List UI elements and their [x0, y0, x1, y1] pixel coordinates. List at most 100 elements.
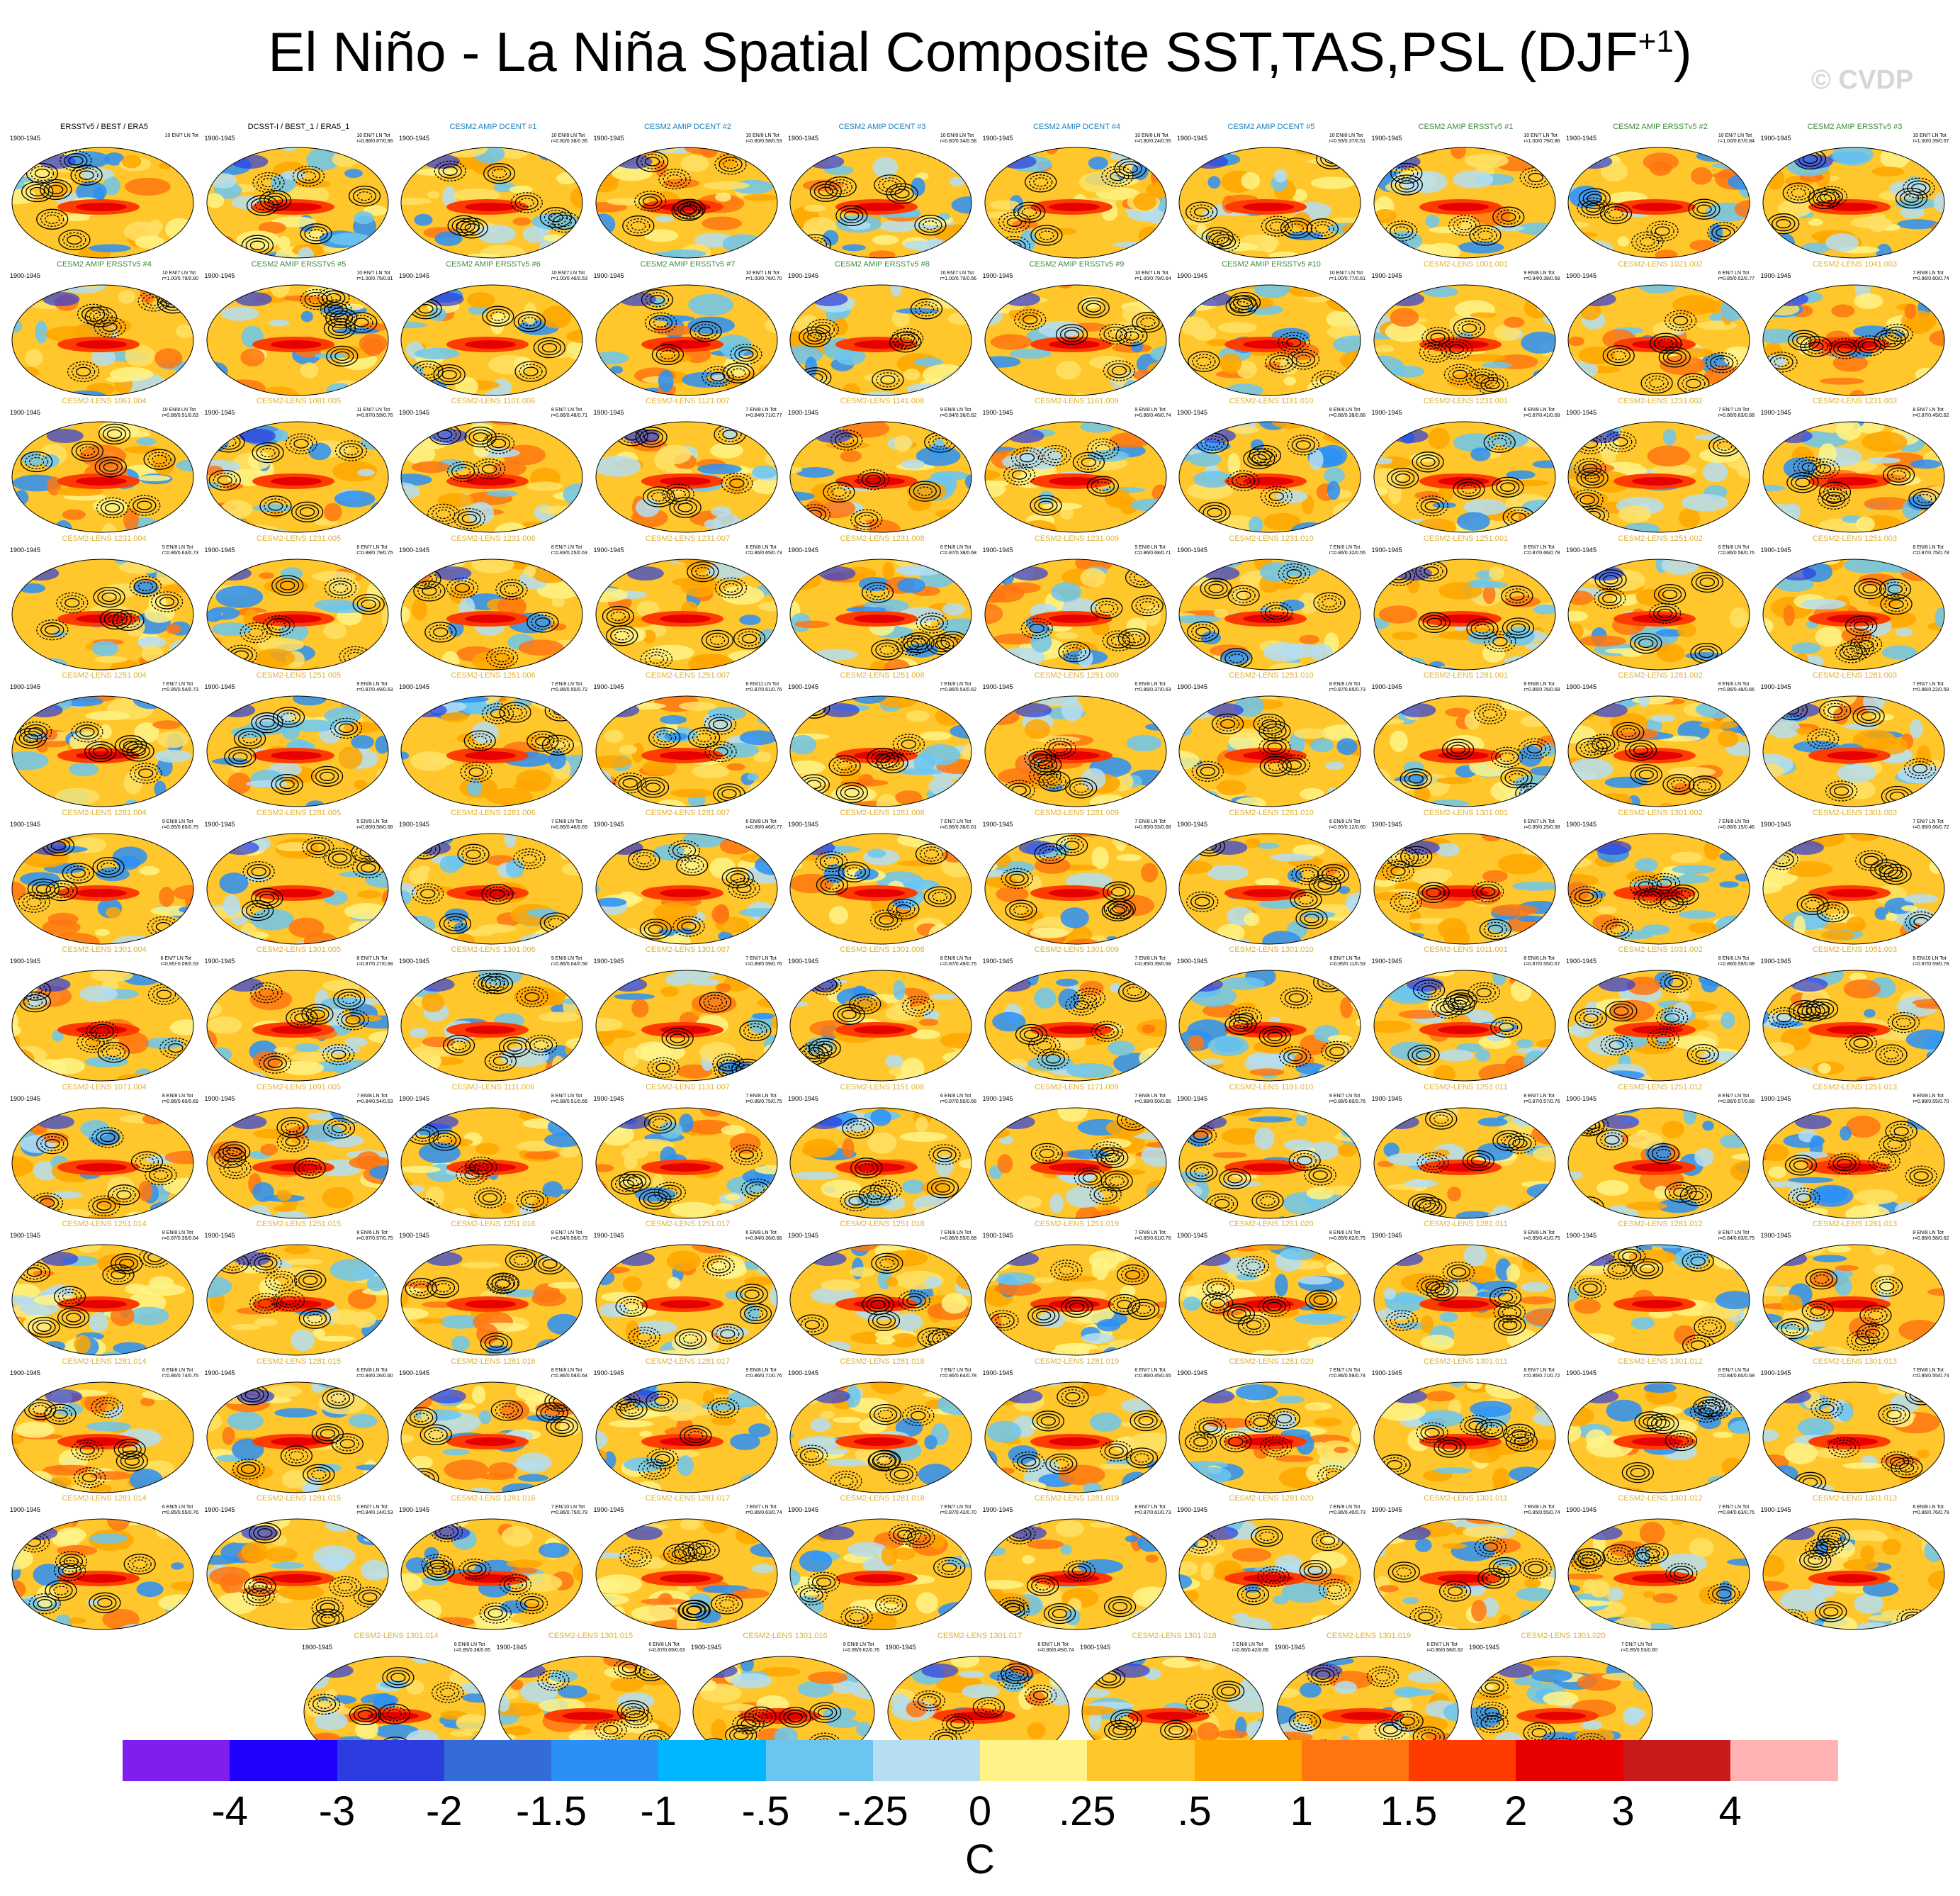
colorbar-swatch	[872, 1740, 981, 1781]
composite-map-panel: CESM2-LENS 1301.003 1900-1945 7 EN/7 LN To…	[1759, 809, 1951, 947]
composite-map	[595, 147, 777, 259]
panel-period: 1900-1945	[1760, 820, 1791, 828]
panel-stats-line: 8 EN/8 LN Tot	[551, 1367, 582, 1373]
panel-stats-line: r=0.85/-0.09/0.53	[160, 962, 198, 967]
composite-map-panel: CESM2-LENS 1281.018 1900-1945 7 EN/7 LN To…	[787, 1494, 978, 1632]
panel-period: 1900-1945	[1371, 546, 1402, 554]
panel-stats-line: 10 EN/7 LN Tot	[940, 270, 974, 276]
panel-period: 1900-1945	[10, 1369, 41, 1376]
panel-stats: 8 EN/7 LN Tot r=0.87/0.45/0.62	[1913, 408, 1949, 419]
composite-map-panel: CESM2-LENS 1281.020 1900-1945 7 EN/8 LN To…	[1176, 1494, 1367, 1632]
panel-stats: 8 EN/7 LN Tot r=0.86/0.49/0.74	[1037, 1642, 1074, 1654]
panel-title: CESM2-LENS 1281.016	[451, 1494, 536, 1503]
panel-stats-line: 8 EN/8 LN Tot	[1913, 1230, 1944, 1235]
panel-title: CESM2-LENS 1301.007	[645, 946, 731, 954]
panel-title: CESM2 AMIP ERSSTv5 #6	[446, 259, 541, 269]
panel-title: CESM2-LENS 1061.004	[62, 397, 147, 405]
panel-stats-line: r=1.00/0.79/0.64	[1134, 276, 1171, 281]
composite-map-panel: CESM2-LENS 1281.001 1900-1945 8 EN/8 LN To…	[1370, 671, 1562, 809]
panel-stats-line: r=0.86/0.55/0.68	[940, 1236, 976, 1241]
panel-stats-line: r=1.00/0.67/0.84	[1718, 139, 1755, 144]
panel-stats-line: 9 EN/8 LN Tot	[745, 1367, 777, 1373]
composite-map	[984, 284, 1166, 396]
composite-map-panel: CESM2-LENS 1301.007 1900-1945 7 EN/7 LN To…	[592, 946, 784, 1084]
composite-map	[984, 559, 1166, 670]
composite-map	[206, 1518, 388, 1630]
colorbar-unit: C	[965, 1836, 995, 1883]
panel-period: 1900-1945	[1080, 1643, 1111, 1651]
panel-period: 1900-1945	[204, 1506, 235, 1513]
colorbar-swatch	[230, 1740, 337, 1781]
panel-stats-line: r=0.93/0.37/0.51	[1329, 139, 1365, 144]
colorbar-swatch	[765, 1740, 874, 1781]
panel-stats: 7 EN/8 LN Tot r=0.86/0.40/0.73	[1329, 1505, 1365, 1516]
panel-period: 1900-1945	[10, 683, 41, 690]
panel-stats-line: r=0.86/0.45/0.65	[1134, 1373, 1171, 1379]
panel-stats: 10 EN/7 LN Tot r=0.88/0.87/0.86	[356, 133, 393, 145]
panel-stats: 6 EN/8 LN Tot r=0.85/0.38/0.65	[454, 1642, 490, 1654]
panel-period: 1900-1945	[1371, 958, 1402, 965]
composite-map	[595, 833, 777, 944]
panel-stats-line: r=0.80/0.34/0.58	[940, 139, 976, 144]
panel-stats: 9 EN/8 LN Tot r=0.84/0.36/0.62	[940, 408, 976, 419]
composite-map-panel: CESM2-LENS 1301.004 1900-1945 6 EN/7 LN To…	[9, 946, 200, 1084]
panel-period: 1900-1945	[10, 820, 41, 828]
panel-stats: 7 EN/8 LN Tot r=0.86/0.75/0.75	[745, 1094, 782, 1105]
panel-period: 1900-1945	[204, 820, 235, 828]
composite-map-panel: CESM2-LENS 1281.002 1900-1945 8 EN/6 LN To…	[1565, 671, 1756, 809]
composite-map-panel: CESM2-LENS 1251.017 1900-1945 6 EN/8 LN To…	[592, 1220, 784, 1358]
colorbar-swatch	[551, 1740, 659, 1781]
panel-title: CESM2-LENS 1101.006	[451, 397, 536, 405]
colorbar-swatch	[444, 1740, 552, 1781]
composite-map-panel: CESM2-LENS 1251.018 1900-1945 7 EN/8 LN To…	[787, 1220, 978, 1358]
panel-title: CESM2-LENS 1231.002	[1618, 397, 1703, 405]
composite-map	[1567, 147, 1750, 259]
composite-map-panel: CESM2-LENS 1281.019 1900-1945 6 EN/7 LN To…	[981, 1357, 1173, 1496]
composite-map-panel: CESM2-LENS 1251.007 1900-1945 8 EN/11 LN T…	[592, 671, 784, 809]
panel-stats: 6 EN/8 LN Tot r=0.86/0.56/0.76	[1718, 545, 1755, 556]
panel-stats-line: 6 EN/8 LN Tot	[1913, 1505, 1944, 1510]
panel-stats-line: r=0.86/0.40/0.73	[1329, 1510, 1365, 1515]
panel-stats-line: r=0.86/0.60/0.74	[1913, 276, 1949, 281]
panel-title: CESM2-LENS 1301.006	[451, 946, 536, 954]
composite-map-panel: CESM2-LENS 1281.003 1900-1945 7 EN/7 LN To…	[1759, 671, 1951, 809]
panel-stats-line: r=0.86/0.54/0.62	[940, 688, 976, 692]
panel-stats-line: r=0.85/0.62/0.75	[1329, 1236, 1365, 1241]
composite-map-panel: CESM2-LENS 1041.003 1900-1945 7 EN/8 LN To…	[1759, 260, 1951, 398]
panel-stats: 11 EN/7 LN Tot r=0.87/0.59/0.76	[356, 408, 393, 419]
panel-period: 1900-1945	[593, 1369, 624, 1376]
panel-stats: 6 EN/8 LN Tot r=0.87/0.50/0.66	[940, 1094, 976, 1105]
panel-stats-line: r=1.00/0.77/0.61	[1329, 276, 1365, 281]
panel-stats: 8 EN/7 LN Tot r=0.87/0.27/0.68	[356, 956, 393, 967]
panel-stats: 10 EN/7 LN Tot r=1.00/0.79/0.86	[1523, 133, 1560, 145]
composite-map	[1567, 695, 1750, 807]
panel-period: 1900-1945	[10, 1232, 41, 1239]
composite-map	[11, 1244, 194, 1356]
panel-title: CESM2-LENS 1281.013	[1812, 1220, 1898, 1228]
panel-stats: 10 EN/7 LN Tot r=1.00/0.46/0.53	[551, 271, 587, 282]
panel-stats: 6 EN/7 LN Tot r=0.85/-0.09/0.53	[160, 956, 198, 967]
panel-stats-line: r=0.85/0.55/0.74	[1523, 1510, 1560, 1515]
composite-map-panel: CESM2-LENS 1231.009 1900-1945 9 EN/8 LN To…	[981, 534, 1173, 673]
panel-stats: 8 EN/6 LN Tot r=0.85/0.62/0.75	[1329, 1230, 1365, 1242]
composite-map-panel: CESM2-LENS 1071.004 1900-1945 8 EN/8 LN To…	[9, 1083, 200, 1221]
panel-title: CESM2-LENS 1081.005	[256, 397, 342, 405]
panel-stats: 7 EN/10 LN Tot r=0.86/0.75/0.79	[551, 1505, 587, 1516]
panel-title: CESM2-LENS 1301.009	[1034, 946, 1120, 954]
panel-title: CESM2-LENS 1231.008	[840, 534, 925, 543]
panel-title: CESM2-LENS 1251.013	[1812, 1082, 1898, 1092]
colorbar-swatch	[1730, 1740, 1838, 1781]
composite-map-panel: CESM2 AMIP ERSSTv5 #5 1900-1945 10 EN/7 LN…	[203, 260, 395, 398]
colorbar-tick-label: 2	[1504, 1788, 1528, 1834]
panel-title: CESM2 AMIP ERSSTv5 #4	[57, 259, 152, 269]
panel-stats-line: 10 EN/7 LN Tot	[551, 270, 585, 276]
panel-period: 1900-1945	[10, 1094, 41, 1102]
panel-stats-line: 8 EN/7 LN Tot	[1426, 1642, 1458, 1647]
panel-stats-line: 6 EN/8 LN Tot	[745, 1230, 777, 1235]
panel-stats-line: r=0.88/0.79/0.75	[356, 550, 393, 556]
composite-map	[984, 1244, 1166, 1356]
composite-map	[984, 1381, 1166, 1493]
panel-stats: 8 EN/7 LN Tot r=0.84/0.63/0.75	[1718, 1230, 1755, 1242]
composite-map-panel: CESM2-LENS 1251.011 1900-1945 8 EN/7 LN To…	[1370, 1083, 1562, 1221]
panel-stats-line: r=0.87/0.66/0.78	[1523, 550, 1560, 556]
